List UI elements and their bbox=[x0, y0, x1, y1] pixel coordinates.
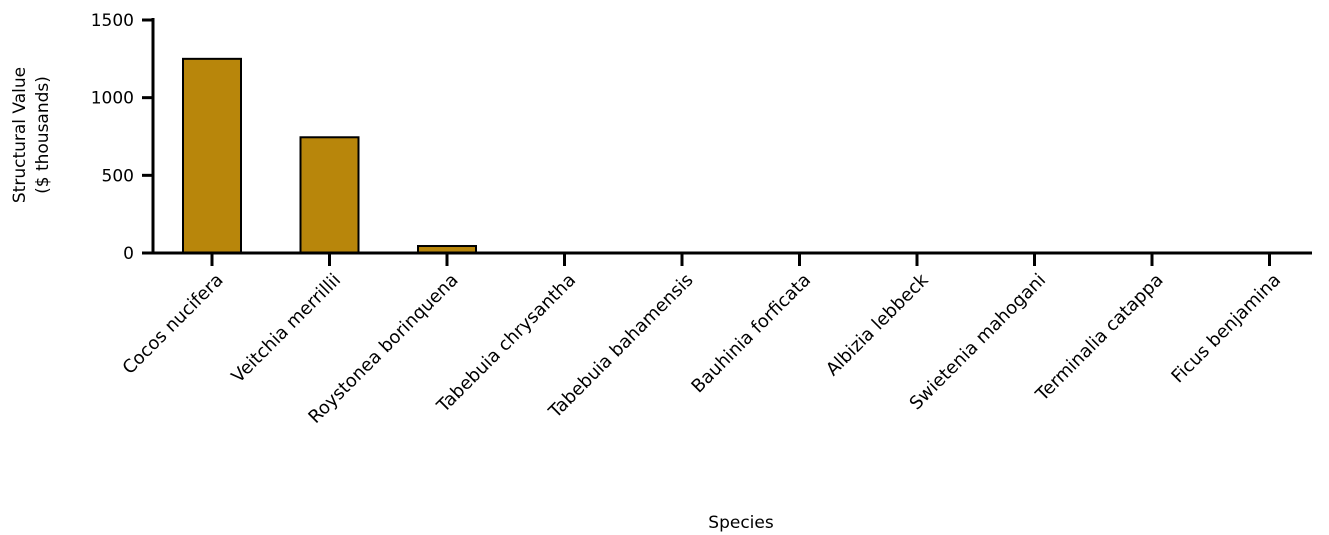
x-category-label: Albizia lebbeck bbox=[822, 269, 933, 380]
axes-group bbox=[151, 18, 1312, 255]
x-category-label: Cocos nucifera bbox=[119, 270, 228, 379]
y-ticks-group: 0 500 1000 1500 bbox=[91, 11, 153, 264]
bars-group bbox=[182, 57, 477, 255]
y-tick-label: 1500 bbox=[91, 11, 134, 31]
y-axis-title-line-1: Structural Value bbox=[10, 67, 30, 203]
x-category-label: Swietenia mahogani bbox=[906, 270, 1051, 415]
bar bbox=[299, 136, 360, 255]
x-category-label: Veitchia merrillii bbox=[228, 270, 346, 388]
y-tick-label: 1000 bbox=[91, 89, 134, 109]
x-axis-title: Species bbox=[708, 513, 774, 533]
x-ticks-group: Cocos nucifera Veitchia merrilliiRoystone… bbox=[119, 253, 1285, 428]
x-category-label: Ficus benjamina bbox=[1167, 270, 1285, 388]
bar bbox=[182, 57, 242, 255]
x-category-label: Terminalia catappa bbox=[1031, 270, 1167, 406]
y-tick-label: 500 bbox=[102, 166, 134, 186]
x-category-label: Bauhinia forficata bbox=[687, 270, 815, 398]
y-axis-title-line-2: ($ thousands) bbox=[33, 76, 53, 194]
y-tick-label: 0 bbox=[123, 244, 134, 264]
